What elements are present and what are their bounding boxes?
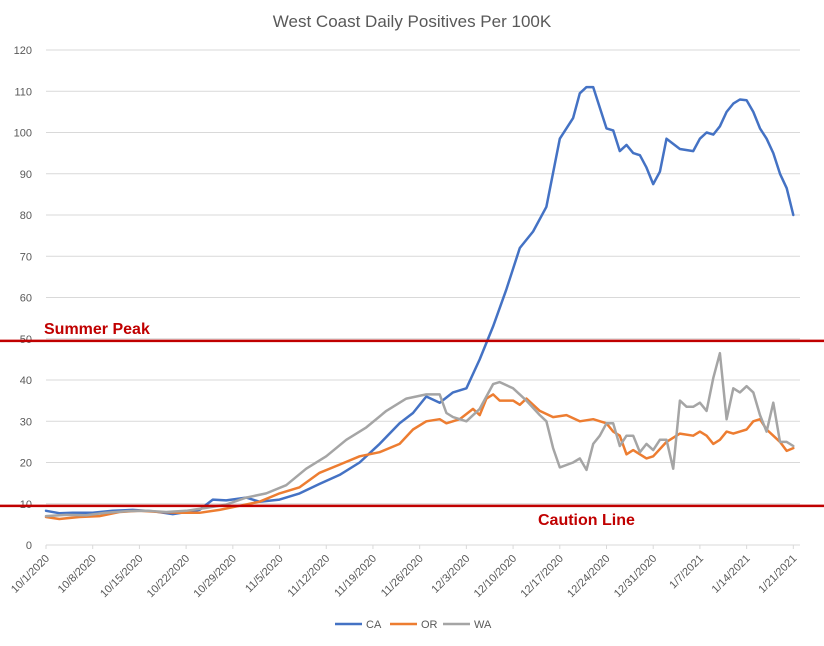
chart-title: West Coast Daily Positives Per 100K <box>273 12 552 31</box>
annotation-summer-peak: Summer Peak <box>44 321 150 338</box>
series-line-wa <box>44 351 795 518</box>
series-line-ca <box>44 85 795 516</box>
y-tick-label-110: 110 <box>14 86 32 98</box>
y-tick-label-70: 70 <box>20 251 32 263</box>
y-tick-label-30: 30 <box>20 416 32 428</box>
reference-lines: Summer Peak Caution Line <box>0 321 824 529</box>
y-tick-label-60: 60 <box>20 293 32 305</box>
y-tick-label-100: 100 <box>14 128 32 140</box>
y-tick-label-0: 0 <box>26 540 32 552</box>
annotation-caution-line: Caution Line <box>538 512 635 529</box>
legend-label-or: OR <box>421 619 438 631</box>
y-tick-label-90: 90 <box>20 169 32 181</box>
y-tick-label-120: 120 <box>14 45 32 57</box>
y-tick-label-80: 80 <box>20 210 32 222</box>
legend: CA OR WA <box>335 619 492 631</box>
y-tick-labels: 0102030405060708090100110120 <box>14 45 32 552</box>
y-tick-label-20: 20 <box>20 458 32 470</box>
legend-label-ca: CA <box>366 619 382 631</box>
gridlines <box>46 49 800 546</box>
y-tick-label-40: 40 <box>20 375 32 387</box>
legend-label-wa: WA <box>474 619 492 631</box>
